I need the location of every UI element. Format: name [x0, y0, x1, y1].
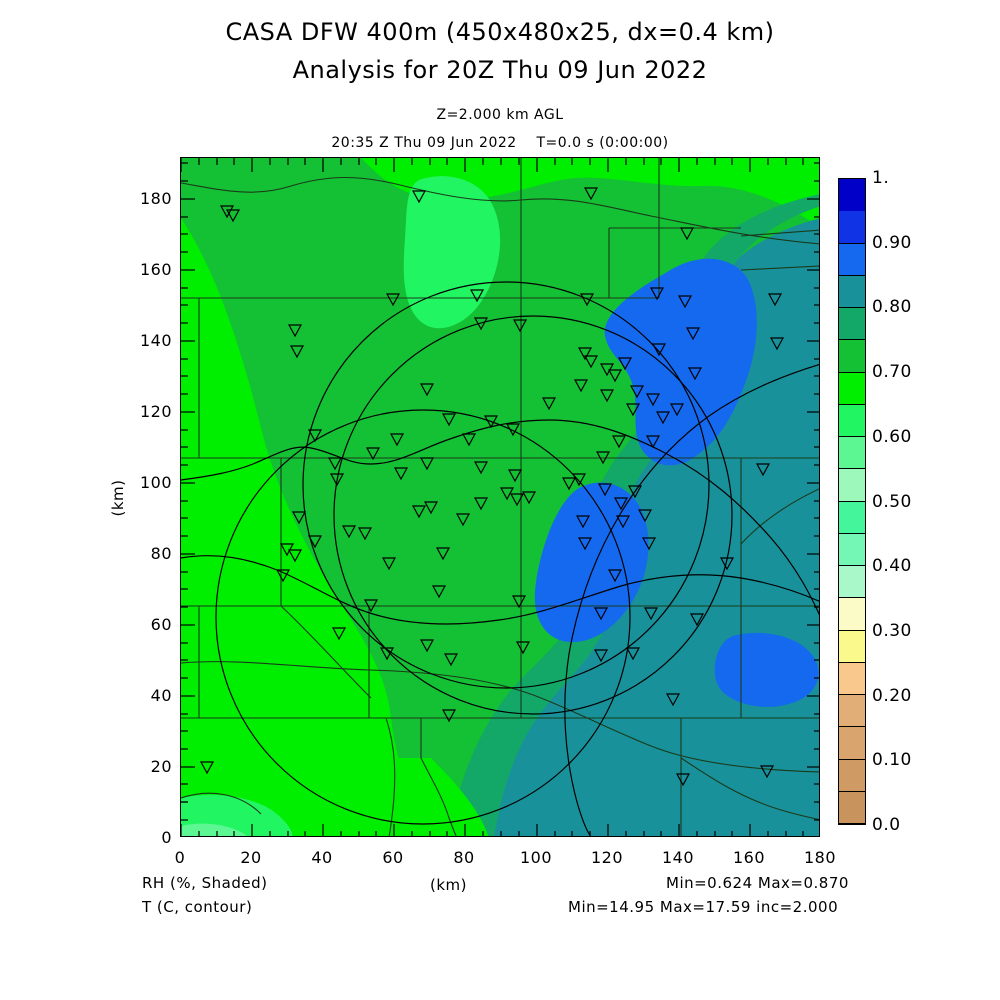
x-tick-0: 0: [174, 848, 186, 867]
x-tick-20: 20: [240, 848, 262, 867]
colorbar-label-0.3: 0.30: [872, 620, 912, 641]
y-tick-160: 160: [139, 260, 172, 279]
station-markers: [199, 187, 785, 787]
colorbar-swatch-16[interactable]: [839, 695, 865, 728]
shaded-field-stats: Min=0.624 Max=0.870: [666, 874, 849, 892]
x-tick-60: 60: [382, 848, 404, 867]
colorbar-label-0.4: 0.40: [872, 556, 912, 577]
colorbar-swatch-7[interactable]: [839, 404, 865, 437]
y-tick-140: 140: [139, 331, 172, 350]
colorbar-swatch-6[interactable]: [839, 372, 865, 405]
rh-band-0.85-ne: [604, 258, 757, 466]
colorbar-swatch-12[interactable]: [839, 566, 865, 599]
temperature-contours: [181, 363, 819, 836]
colorbar-swatch-17[interactable]: [839, 727, 865, 760]
colorbar-swatch-1[interactable]: [839, 211, 865, 244]
map-canvas: [181, 158, 819, 836]
colorbar-label-0.1: 0.10: [872, 750, 912, 771]
valid-time-label: 20:35 Z Thu 09 Jun 2022 T=0.0 s (0:00:00…: [331, 135, 669, 151]
x-tick-140: 140: [661, 848, 695, 867]
colorbar-swatch-5[interactable]: [839, 340, 865, 373]
colorbar-swatch-9[interactable]: [839, 469, 865, 502]
x-tick-80: 80: [453, 848, 475, 867]
x-tick-120: 120: [590, 848, 624, 867]
rh-band-0.77: [449, 194, 819, 836]
colorbar-label-0.2: 0.20: [872, 685, 912, 706]
colorbar-swatch-15[interactable]: [839, 662, 865, 695]
radar-range-rings: [215, 281, 733, 825]
map-plot-area[interactable]: [180, 157, 820, 837]
colorbar-swatch-11[interactable]: [839, 533, 865, 566]
y-tick-60: 60: [150, 615, 172, 634]
colorbar-label-1: 1.: [872, 168, 890, 188]
y-tick-40: 40: [150, 686, 172, 705]
axis-ticks: [181, 158, 819, 836]
colorbar-swatch-3[interactable]: [839, 275, 865, 308]
colorbar-label-0.7: 0.70: [872, 362, 912, 383]
range-ring-3: [333, 315, 733, 715]
x-tick-100: 100: [519, 848, 553, 867]
range-ring-2: [302, 281, 710, 689]
level-label: Z=2.000 km AGL: [436, 107, 564, 123]
y-tick-180: 180: [139, 189, 172, 208]
colorbar-label-0.9: 0.90: [872, 232, 912, 253]
colorbar-swatch-0[interactable]: [839, 179, 865, 212]
colorbar-label-0.8: 0.80: [872, 297, 912, 318]
y-tick-100: 100: [139, 473, 172, 492]
colorbar-swatch-14[interactable]: [839, 630, 865, 663]
y-ticks-left: [181, 162, 195, 821]
county-boundaries: [181, 158, 819, 836]
x-axis-label: (km): [430, 876, 468, 894]
colorbar-swatch-8[interactable]: [839, 437, 865, 470]
y-tick-20: 20: [150, 757, 172, 776]
range-ring-1: [215, 409, 631, 825]
contour-field-label: T (C, contour): [142, 898, 253, 916]
y-tick-0: 0: [161, 828, 172, 847]
x-ticks-top: [181, 158, 804, 172]
colorbar[interactable]: [838, 178, 866, 825]
colorbar-swatch-2[interactable]: [839, 243, 865, 276]
y-axis-label-box: (km): [98, 455, 138, 555]
colorbar-swatch-19[interactable]: [839, 791, 865, 824]
y-tick-120: 120: [139, 402, 172, 421]
x-tick-40: 40: [311, 848, 333, 867]
y-tick-80: 80: [150, 544, 172, 563]
x-tick-180: 180: [803, 848, 837, 867]
footer: RH (%, Shaded) T (C, contour) Min=0.624 …: [0, 874, 1000, 924]
colorbar-swatch-18[interactable]: [839, 759, 865, 792]
shaded-field-label: RH (%, Shaded): [142, 874, 268, 892]
colorbar-swatch-13[interactable]: [839, 598, 865, 631]
colorbar-label-0.5: 0.50: [872, 491, 912, 512]
colorbar-swatch-4[interactable]: [839, 308, 865, 341]
colorbar-label-0: 0.0: [872, 815, 901, 835]
x-tick-160: 160: [732, 848, 766, 867]
y-ticks-right: [807, 162, 819, 821]
page-subtitle: Analysis for 20Z Thu 09 Jun 2022: [292, 56, 708, 84]
colorbar-swatch-10[interactable]: [839, 501, 865, 534]
rh-band-0.60-sw: [181, 823, 247, 836]
page-title: CASA DFW 400m (450x480x25, dx=0.4 km): [225, 18, 775, 46]
colorbar-label-0.6: 0.60: [872, 426, 912, 447]
contour-field-stats: Min=14.95 Max=17.59 inc=2.000: [568, 898, 839, 916]
x-ticks-bottom: [181, 824, 804, 836]
y-axis-label: (km): [109, 479, 127, 517]
